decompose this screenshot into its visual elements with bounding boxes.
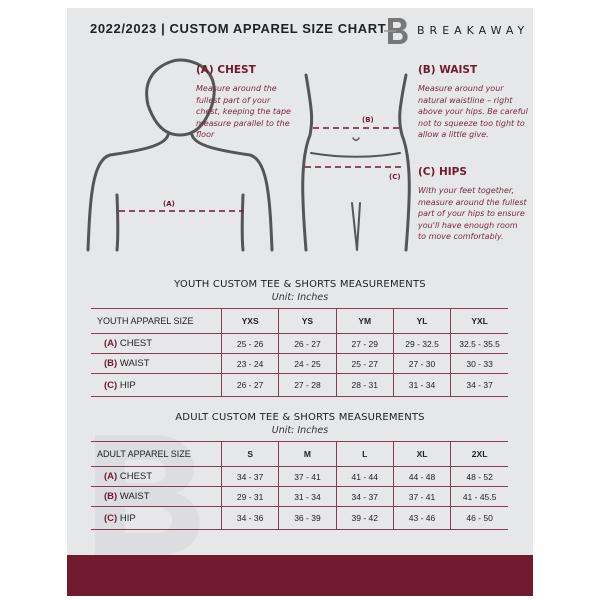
- row-label: (C) HIP: [91, 373, 222, 397]
- table-row: (A) CHEST 34 - 37 37 - 41 41 - 44 44 - 4…: [91, 466, 508, 487]
- cell: 36 - 39: [278, 506, 337, 530]
- header-label: YOUTH APPAREL SIZE: [91, 308, 222, 334]
- row-tag: (A): [104, 338, 118, 349]
- hip-marker: (C): [389, 173, 401, 181]
- cell: 46 - 50: [450, 506, 508, 530]
- cell: 26 - 27: [278, 333, 337, 354]
- cell: 34 - 36: [220, 506, 279, 530]
- cell: 41 - 44: [335, 466, 394, 487]
- body-figures: (A) (B) (C): [86, 58, 411, 252]
- row-label-text: WAIST: [119, 491, 150, 502]
- size-header: XL: [392, 441, 451, 467]
- size-header: S: [220, 441, 279, 467]
- size-header: YS: [278, 308, 337, 334]
- row-label: (A) CHEST: [91, 466, 222, 487]
- cell: 34 - 37: [450, 373, 508, 397]
- cell: 34 - 37: [220, 466, 279, 487]
- cell: 37 - 41: [392, 486, 451, 507]
- row-label: (A) CHEST: [91, 333, 222, 354]
- size-header: YXS: [220, 308, 279, 334]
- chest-marker: (A): [163, 200, 175, 208]
- hips-heading: (C) HIPS: [418, 166, 467, 178]
- cell: 29 - 31: [220, 486, 279, 507]
- youth-table-title: YOUTH CUSTOM TEE & SHORTS MEASUREMENTS: [174, 279, 426, 290]
- size-header: 2XL: [450, 441, 508, 467]
- row-label: (B) WAIST: [91, 353, 222, 374]
- footer-band: [67, 555, 533, 596]
- table-row: (B) WAIST 29 - 31 31 - 34 34 - 37 37 - 4…: [91, 486, 508, 507]
- cell: 29 - 32.5: [392, 333, 451, 354]
- table-row: (C) HIP 26 - 27 27 - 28 28 - 31 31 - 34 …: [91, 373, 508, 397]
- lower-body-figure: [301, 73, 411, 252]
- cell: 37 - 41: [278, 466, 337, 487]
- cell: 41 - 45.5: [450, 486, 508, 507]
- table-row: (C) HIP 34 - 36 36 - 39 39 - 42 43 - 46 …: [91, 506, 508, 530]
- row-label-text: CHEST: [119, 338, 153, 349]
- table-row: (B) WAIST 23 - 24 24 - 25 25 - 27 27 - 3…: [91, 353, 508, 374]
- cell: 43 - 46: [392, 506, 451, 530]
- cell: 32.5 - 35.5: [450, 333, 508, 354]
- size-header: YM: [335, 308, 394, 334]
- row-tag: (B): [104, 358, 118, 369]
- table-header-row: ADULT APPAREL SIZE S M L XL 2XL: [91, 441, 508, 467]
- table-row: (A) CHEST 25 - 26 26 - 27 27 - 29 29 - 3…: [91, 333, 508, 354]
- table-header-row: YOUTH APPAREL SIZE YXS YS YM YL YXL: [91, 308, 508, 334]
- cell: 24 - 25: [278, 353, 337, 374]
- brand-name: BREAKAWAY: [417, 24, 530, 37]
- row-tag: (C): [104, 512, 118, 524]
- cell: 25 - 27: [335, 353, 394, 374]
- size-header: L: [335, 441, 394, 467]
- cell: 39 - 42: [335, 506, 394, 530]
- cell: 26 - 27: [220, 373, 279, 397]
- row-label: (B) WAIST: [91, 486, 222, 507]
- row-tag: (C): [104, 379, 118, 391]
- cell: 25 - 26: [220, 333, 279, 354]
- adult-table-unit: Unit: Inches: [271, 425, 329, 436]
- row-label-text: HIP: [119, 512, 136, 524]
- cell: 28 - 31: [335, 373, 394, 397]
- row-label-text: WAIST: [119, 358, 150, 369]
- size-header: YL: [392, 308, 451, 334]
- cell: 30 - 33: [450, 353, 508, 374]
- hips-instructions: With your feet together, measure around …: [418, 186, 527, 241]
- cell: 23 - 24: [220, 353, 279, 374]
- chest-heading: (A) CHEST: [196, 64, 256, 76]
- cell: 34 - 37: [335, 486, 394, 507]
- cell: 48 - 52: [450, 466, 508, 487]
- row-tag: (A): [104, 471, 118, 482]
- row-tag: (B): [104, 491, 118, 502]
- adult-table-title: ADULT CUSTOM TEE & SHORTS MEASUREMENTS: [175, 412, 425, 423]
- row-label-text: CHEST: [119, 471, 153, 482]
- row-label: (C) HIP: [91, 506, 222, 530]
- header-label: ADULT APPAREL SIZE: [91, 441, 222, 467]
- youth-table-unit: Unit: Inches: [271, 292, 329, 303]
- upper-body-figure: [86, 58, 274, 252]
- row-label-text: HIP: [119, 379, 136, 391]
- youth-size-table: YOUTH APPAREL SIZE YXS YS YM YL YXL (A) …: [91, 308, 508, 397]
- size-header: YXL: [450, 308, 508, 334]
- breakaway-logo-icon: [384, 18, 408, 44]
- cell: 27 - 29: [335, 333, 394, 354]
- cell: 27 - 28: [278, 373, 337, 397]
- cell: 31 - 34: [278, 486, 337, 507]
- chest-instructions: Measure around the fullest part of your …: [196, 84, 291, 139]
- page-title: 2022/2023 | CUSTOM APPAREL SIZE CHART: [90, 21, 387, 36]
- cell: 44 - 48: [392, 466, 451, 487]
- waist-marker: (B): [362, 116, 374, 124]
- size-header: M: [278, 441, 337, 467]
- waist-heading: (B) WAIST: [418, 64, 478, 76]
- waist-instructions: Measure around your natural waistline – …: [418, 84, 528, 139]
- cell: 31 - 34: [392, 373, 451, 397]
- adult-size-table: ADULT APPAREL SIZE S M L XL 2XL (A) CHES…: [91, 441, 508, 530]
- cell: 27 - 30: [392, 353, 451, 374]
